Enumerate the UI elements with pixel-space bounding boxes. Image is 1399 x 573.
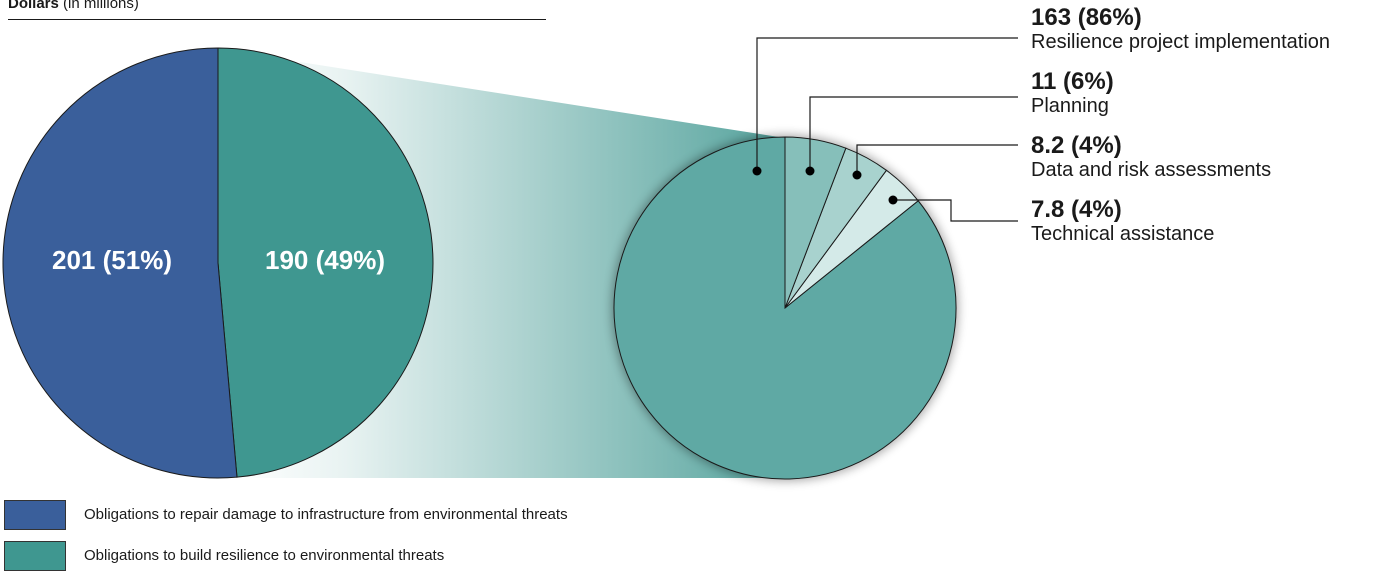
main-pie-label-resilience: 190 (49%) (265, 245, 385, 275)
legend-label-resilience: Obligations to build resilience to envir… (84, 547, 444, 564)
main-pie-label-repair: 201 (51%) (52, 245, 172, 275)
legend-item-resilience: Obligations to build resilience to envir… (4, 541, 704, 573)
callout-planning: 11 (6%) Planning (1031, 69, 1114, 117)
leader-dot-technical-assistance (889, 196, 898, 205)
leader-dot-planning (806, 167, 815, 176)
legend-item-repair: Obligations to repair damage to infrastr… (4, 500, 704, 532)
callout-label-technical-assistance: Technical assistance (1031, 223, 1214, 245)
callout-value-technical-assistance: 7.8 (4%) (1031, 197, 1214, 223)
callout-label-data-assessments: Data and risk assessments (1031, 159, 1271, 181)
callout-value-planning: 11 (6%) (1031, 69, 1114, 95)
callout-technical-assistance: 7.8 (4%) Technical assistance (1031, 197, 1214, 245)
callout-implementation: 163 (86%) Resilience project implementat… (1031, 5, 1330, 53)
callout-value-data-assessments: 8.2 (4%) (1031, 133, 1271, 159)
legend-swatch-repair (4, 500, 66, 530)
legend-label-repair: Obligations to repair damage to infrastr… (84, 506, 568, 523)
callout-data-assessments: 8.2 (4%) Data and risk assessments (1031, 133, 1271, 181)
callout-label-planning: Planning (1031, 95, 1114, 117)
callout-label-implementation: Resilience project implementation (1031, 31, 1330, 53)
leader-dot-data-assessments (853, 171, 862, 180)
leader-dot-implementation (753, 167, 762, 176)
callout-value-implementation: 163 (86%) (1031, 5, 1330, 31)
legend-swatch-resilience (4, 541, 66, 571)
